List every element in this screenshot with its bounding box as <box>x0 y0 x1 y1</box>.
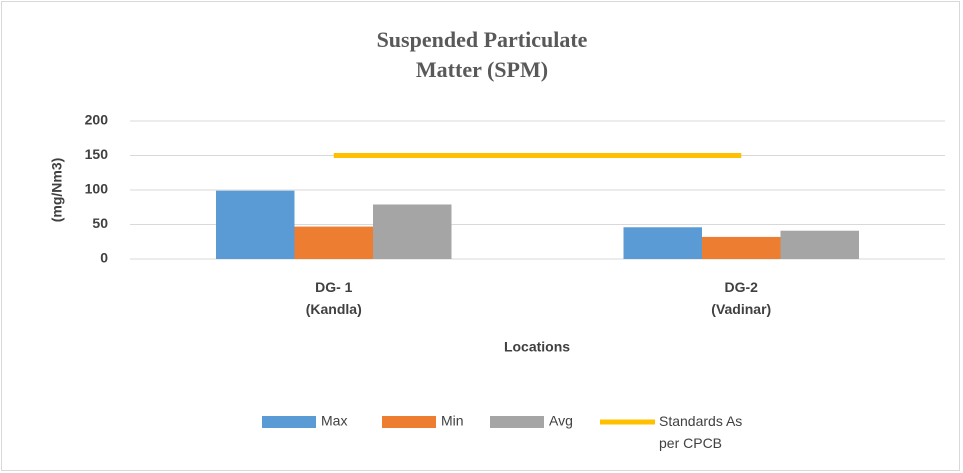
x-tick-label: DG- 1 (Kandla) <box>306 279 362 317</box>
y-tick-label: 100 <box>85 181 109 197</box>
y-tick-label: 200 <box>85 112 109 128</box>
legend-label: Avg <box>549 413 573 429</box>
y-tick-label: 150 <box>85 146 109 162</box>
legend-swatch <box>262 416 316 428</box>
legend-label: Min <box>441 413 464 429</box>
y-tick-label: 0 <box>100 250 108 266</box>
bar <box>780 230 859 259</box>
y-tick-label: 50 <box>92 215 108 231</box>
bar <box>623 227 702 259</box>
bar <box>702 236 781 259</box>
legend-label: Max <box>321 413 347 429</box>
legend-swatch <box>382 416 436 428</box>
bar <box>373 204 452 259</box>
x-tick-label: DG-2 (Vadinar) <box>711 279 771 317</box>
bar <box>216 190 295 259</box>
chart-title: Suspended Particulate Matter (SPM) <box>377 27 588 82</box>
legend-label: Standards As per CPCB <box>659 413 742 451</box>
bar <box>294 226 373 259</box>
legend-swatch <box>490 416 544 428</box>
x-axis-label: Locations <box>504 339 570 355</box>
y-axis-label: (mg/Nm3) <box>49 158 65 223</box>
